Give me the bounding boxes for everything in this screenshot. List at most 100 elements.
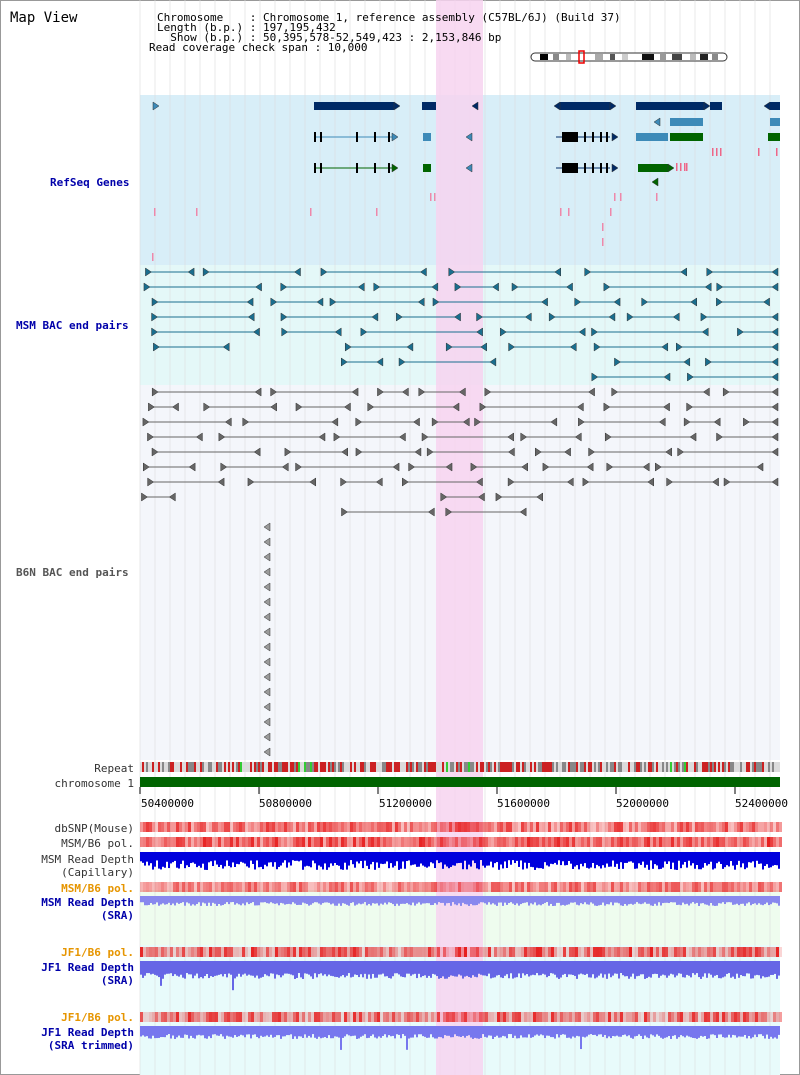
jf1-depth2-bar <box>508 1026 510 1035</box>
jf1-pol2-heat <box>182 1012 185 1022</box>
repeat-segment <box>444 762 446 772</box>
msm-depth-cap-bar <box>696 852 698 865</box>
jf1-pol2-heat <box>752 1012 755 1022</box>
msm-pol-heat <box>671 837 674 847</box>
msm-bac-pair-end <box>771 267 779 277</box>
msm-depth-sra-bar <box>664 896 666 903</box>
repeat-segment <box>620 762 622 772</box>
jf1-depth-bar <box>342 961 344 976</box>
jf1-pol-heat <box>407 947 410 957</box>
jf1-depth2-bar <box>578 1026 580 1037</box>
jf1-pol-heat <box>737 947 740 957</box>
msm-depth-sra-bar <box>650 896 652 906</box>
msm-bac-pair-end <box>448 267 456 277</box>
b6n-bac-label[interactable]: B6N BAC end pairs <box>16 566 129 579</box>
repeat-segment <box>662 762 664 772</box>
msm-depth-cap-bar <box>364 852 366 861</box>
b6n-bac-pair-end <box>270 387 278 397</box>
repeat-segment <box>616 762 618 772</box>
msm-depth-cap-bar <box>246 852 248 867</box>
jf1-depth-bar <box>178 961 180 977</box>
jf1-pol-heat <box>578 947 581 957</box>
gene-exon <box>592 163 594 173</box>
jf1-depth2-bar <box>522 1026 524 1038</box>
msm-depth-cap-bar <box>512 852 514 861</box>
msm-depth-sra-bar <box>776 896 778 904</box>
msm-pol-sra-heat <box>713 882 716 892</box>
msm-depth-cap-bar <box>312 852 314 861</box>
msm-depth-cap-bar <box>548 852 550 867</box>
jf1-pol2-heat <box>776 1012 779 1022</box>
msm-bac-pair-end <box>593 342 601 352</box>
msm-depth-sra-bar <box>662 896 664 904</box>
msm-bac-label[interactable]: MSM BAC end pairs <box>16 319 129 332</box>
msm-depth-sra-bar <box>470 896 472 904</box>
jf1-depth2-bar <box>594 1026 596 1035</box>
jf1-depth2-bar <box>740 1026 742 1037</box>
jf1-depth-bar <box>170 961 172 974</box>
b6n-bac-pair-end <box>683 417 691 427</box>
msm-depth-cap-bar <box>266 852 268 867</box>
jf1-pol-label-2: JF1/B6 pol. <box>61 1011 134 1024</box>
msm-pol-heat <box>665 837 668 847</box>
msm-depth-sra-bar <box>472 896 474 906</box>
msm-depth-sra-bar <box>350 896 352 903</box>
jf1-depth-bar <box>520 961 522 978</box>
refseq-label[interactable]: RefSeq Genes <box>50 176 130 189</box>
dbsnp-heat <box>710 822 713 832</box>
jf1-depth-bar <box>676 961 678 976</box>
repeat-segment <box>364 762 366 772</box>
jf1-depth-bar <box>204 961 206 977</box>
jf1-pol2-heat <box>692 1012 695 1022</box>
msm-depth-cap-bar <box>422 852 424 866</box>
msm-bac-pair-end <box>432 297 440 307</box>
msm-bac-pair-end <box>246 297 254 307</box>
repeat-segment <box>372 762 374 772</box>
jf1-depth-bar <box>434 961 436 975</box>
chromosome-ideogram[interactable] <box>530 52 728 62</box>
dbsnp-heat <box>260 822 263 832</box>
b6n-bac-pair-end <box>574 432 582 442</box>
msm-depth-sra-bar <box>580 896 582 904</box>
jf1-depth-bar <box>278 961 280 976</box>
dbsnp-label: dbSNP(Mouse) <box>54 822 134 835</box>
jf1-depth-bar <box>698 961 700 978</box>
repeat-segment <box>170 762 172 772</box>
msm-pol-heat <box>494 837 497 847</box>
repeat-segment <box>442 762 444 772</box>
msm-depth-cap-bar <box>528 852 530 863</box>
msm-depth-cap-bar <box>322 852 324 870</box>
jf1-pol-heat <box>665 947 668 957</box>
repeat-segment <box>176 762 178 772</box>
jf1-depth2-bar <box>332 1026 334 1039</box>
msm-depth-sra-bar <box>222 896 224 906</box>
jf1-pol-heat <box>224 947 227 957</box>
jf1-pol2-heat <box>629 1012 632 1022</box>
jf1-depth2-bar <box>714 1026 716 1036</box>
msm-pol-heat <box>395 837 398 847</box>
jf1-pol-heat <box>431 947 434 957</box>
pink-feature <box>310 208 312 216</box>
jf1-depth-bar <box>268 961 270 977</box>
msm-pol-heat <box>419 837 422 847</box>
repeat-segment <box>512 762 514 772</box>
jf1-pol2-heat <box>533 1012 536 1022</box>
jf1-depth2-bar <box>464 1026 466 1038</box>
msm-pol-heat <box>164 837 167 847</box>
jf1-pol-heat <box>209 947 212 957</box>
dbsnp-heat <box>485 822 488 832</box>
jf1-pol2-heat <box>683 1012 686 1022</box>
jf1-pol2-heat <box>548 1012 551 1022</box>
jf1-pol2-heat <box>221 1012 224 1022</box>
msm-depth-sra-bar <box>438 896 440 903</box>
dbsnp-heat <box>404 822 407 832</box>
jf1-pol-heat <box>491 947 494 957</box>
repeat-segment <box>514 762 516 772</box>
jf1-pol-heat <box>230 947 233 957</box>
msm-pol-sra-heat <box>698 882 701 892</box>
jf1-depth-bar <box>256 961 258 976</box>
jf1-pol2-heat <box>590 1012 593 1022</box>
jf1-pol2-heat <box>479 1012 482 1022</box>
jf1-pol-heat <box>719 947 722 957</box>
